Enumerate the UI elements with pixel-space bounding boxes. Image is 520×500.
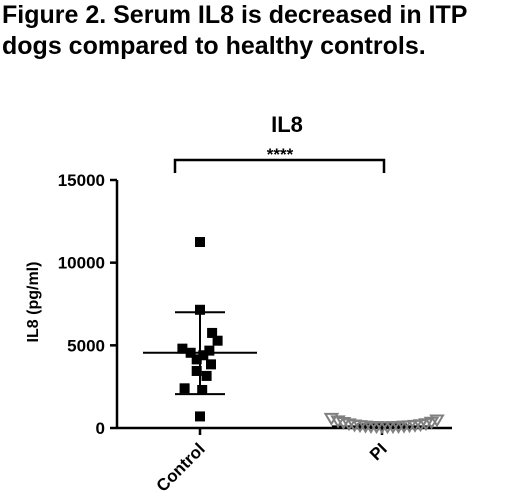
chart-title: IL8: [271, 112, 303, 137]
control-point: [197, 384, 208, 395]
y-tick-label: 5000: [67, 336, 105, 355]
control-point: [195, 237, 205, 247]
control-point: [179, 383, 190, 394]
x-axis: Control PI: [117, 426, 452, 496]
control-point: [177, 343, 188, 354]
control-point: [185, 347, 196, 358]
bracket-line: [173, 158, 386, 173]
control-point: [198, 350, 209, 361]
figure-title: Figure 2. Serum IL8 is decreased in ITP …: [2, 0, 518, 62]
significance-bracket: [173, 158, 386, 173]
x-tick-label: Control: [153, 439, 209, 495]
control-point: [212, 335, 223, 346]
control-point: [204, 345, 215, 356]
pi-point: [341, 418, 357, 432]
data-points: [177, 237, 445, 435]
significance-label: ****: [267, 145, 294, 164]
pi-point: [429, 414, 445, 428]
figure-title-line1: Figure 2. Serum IL8 is decreased in ITP: [2, 1, 468, 29]
y-tick-label: 15000: [58, 171, 105, 190]
y-axis: 0 5000 10000 15000: [58, 171, 119, 438]
control-point: [207, 327, 218, 338]
pi-point: [335, 417, 352, 430]
x-tick-label: PI: [366, 439, 391, 464]
pi-point: [330, 415, 346, 429]
control-point: [201, 370, 212, 381]
error-bars: [143, 311, 432, 429]
control-point: [195, 304, 205, 315]
y-tick-label: 0: [96, 419, 105, 438]
y-axis-label: IL8 (pg/ml): [25, 262, 42, 343]
control-point: [191, 365, 202, 376]
control-point: [191, 354, 202, 365]
control-point: [195, 411, 205, 422]
y-tick-label: 10000: [58, 254, 105, 273]
figure-title-line2: dogs compared to healthy controls.: [2, 32, 426, 60]
control-point: [206, 359, 216, 370]
